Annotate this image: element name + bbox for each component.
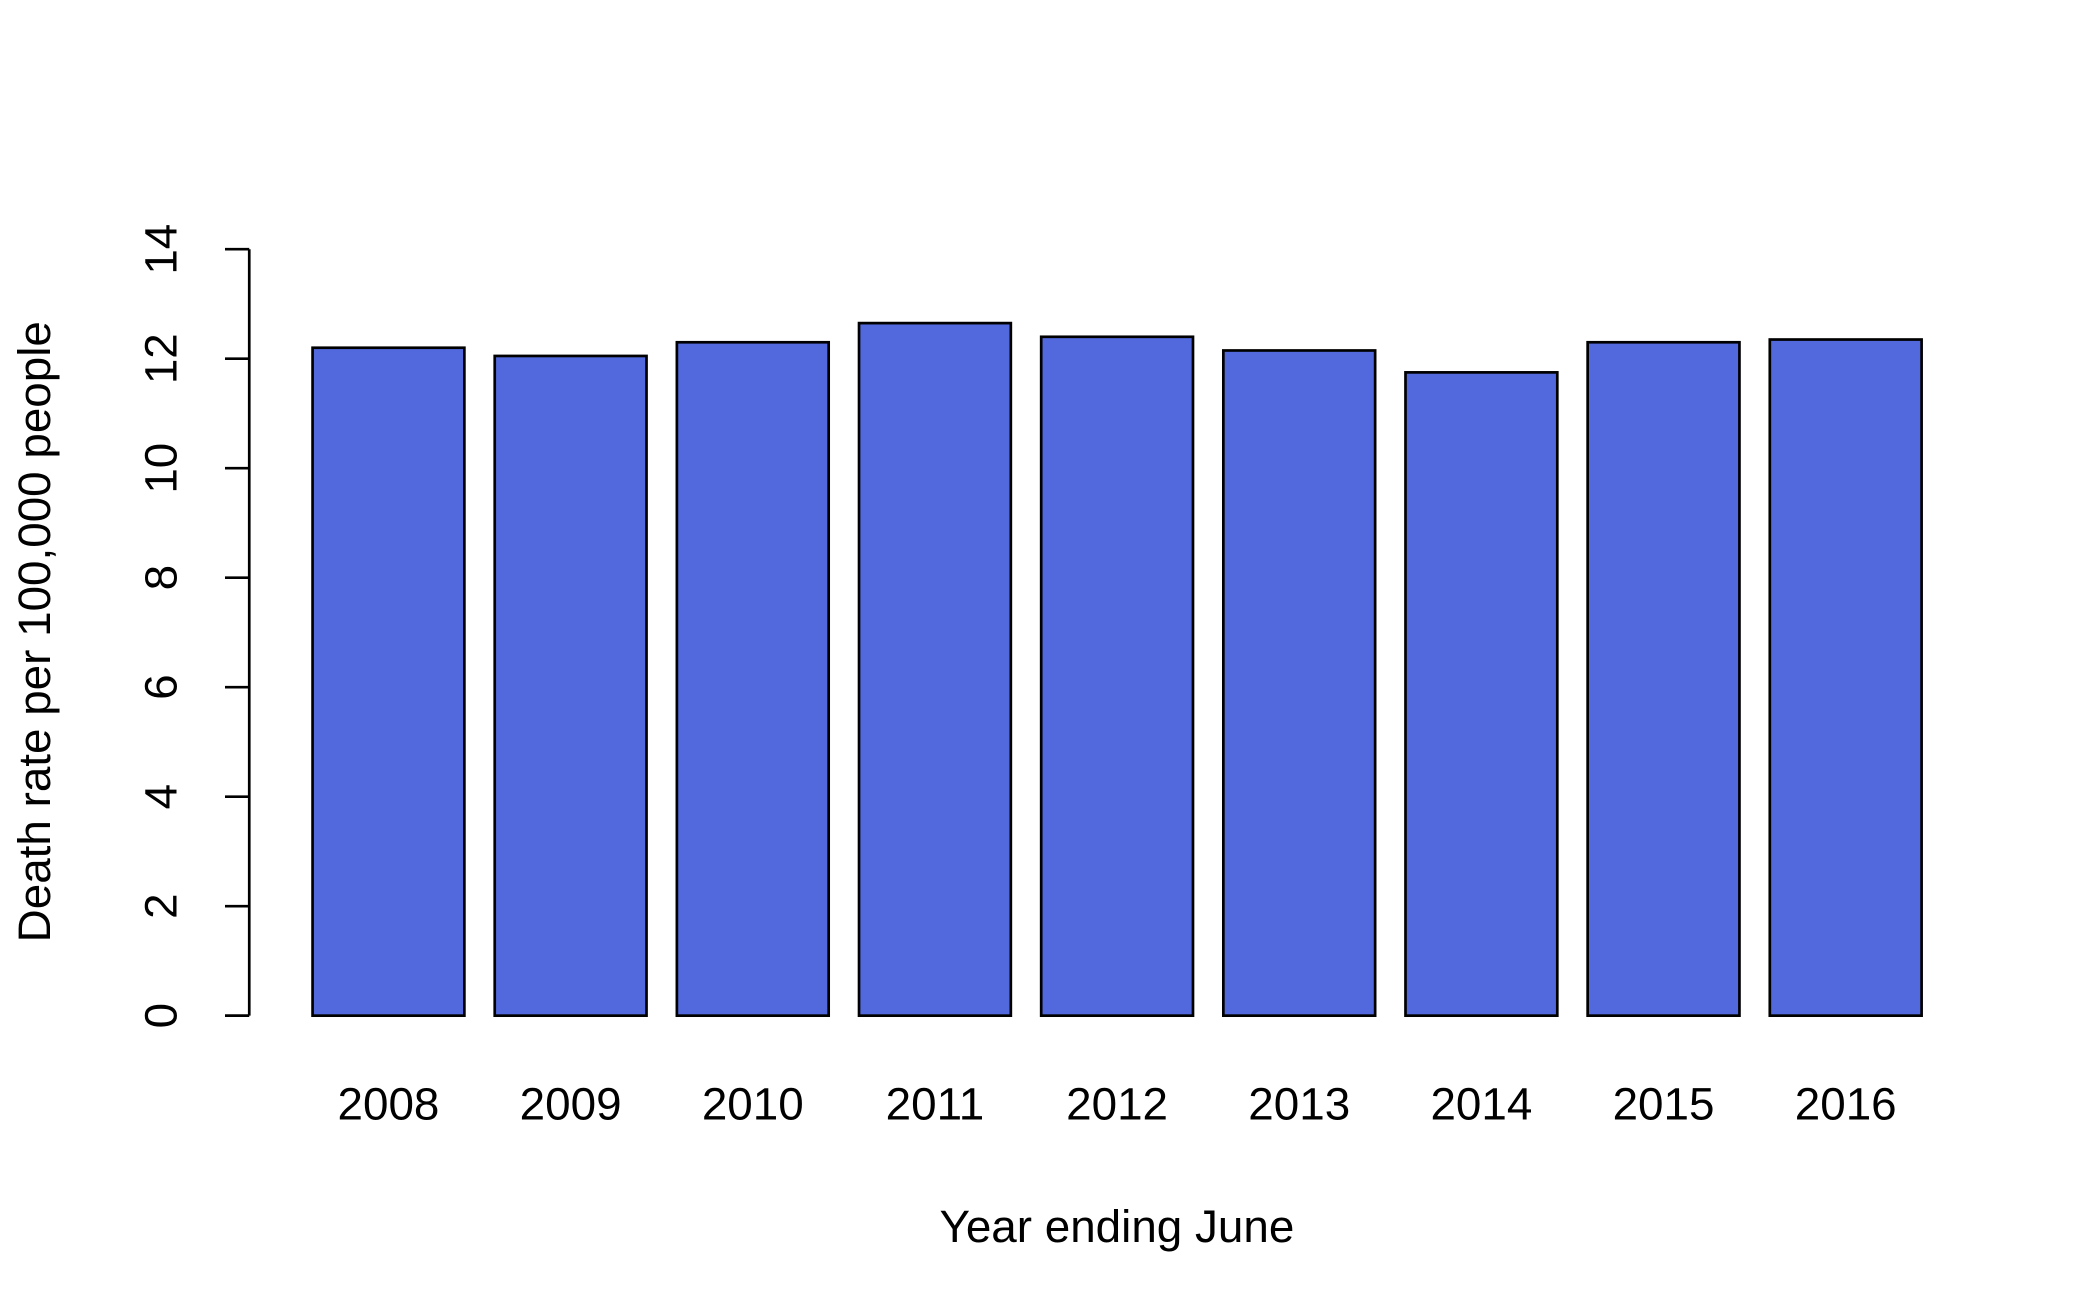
x-tick-label: 2013 [1248,1078,1350,1129]
x-tick-label: 2008 [338,1078,440,1129]
x-tick-label: 2009 [520,1078,622,1129]
y-tick-label: 14 [135,224,186,275]
x-tick-label: 2011 [886,1078,984,1129]
bar [1768,338,1923,1018]
bar [311,346,466,1018]
y-tick-label: 6 [135,674,186,699]
y-tick-label: 0 [135,1003,186,1028]
y-axis-label: Death rate per 100,000 people [9,321,60,942]
bar [857,321,1013,1018]
x-tick-label: 2014 [1430,1078,1532,1129]
y-tick-label: 8 [135,565,186,590]
bar [1404,371,1559,1018]
x-tick-label: 2010 [702,1078,804,1129]
x-tick-label: 2012 [1066,1078,1168,1129]
y-tick-label: 2 [135,893,186,918]
x-tick-label: 2015 [1613,1078,1715,1129]
y-tick-label: 4 [135,784,186,809]
y-tick-label: 10 [135,443,186,494]
y-tick-label: 12 [135,333,186,384]
bar [675,340,831,1018]
x-tick-label: 2016 [1795,1078,1897,1129]
bar [1221,349,1377,1018]
bar [1586,340,1741,1018]
x-axis-label: Year ending June [939,1201,1294,1252]
bar [493,354,648,1018]
bar [1039,335,1195,1018]
